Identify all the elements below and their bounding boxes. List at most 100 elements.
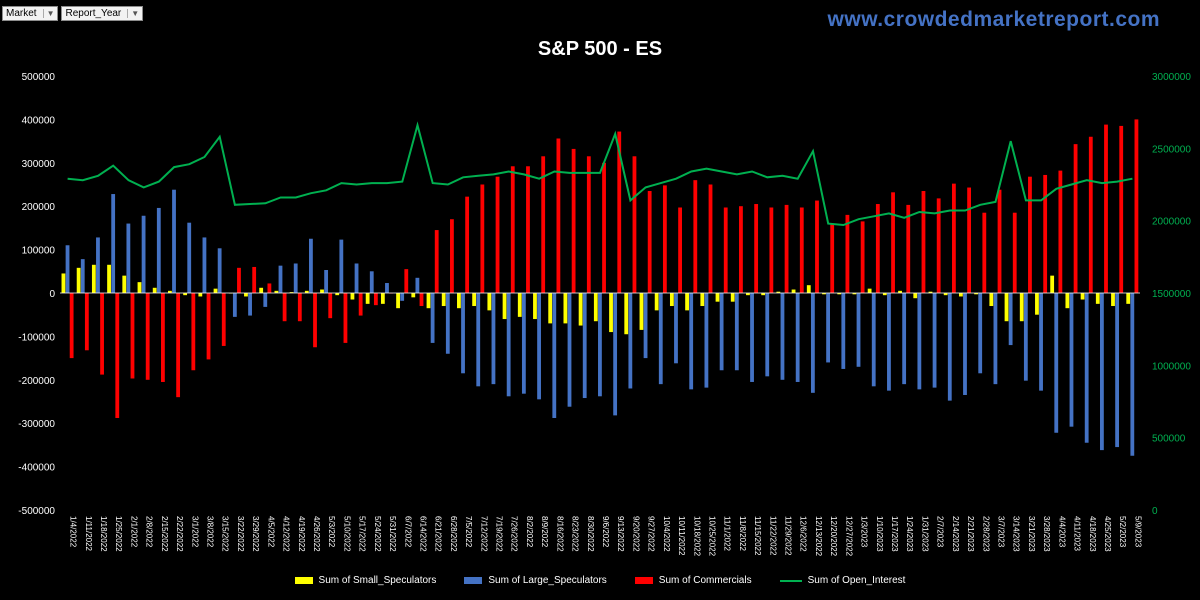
bar-commercials bbox=[328, 293, 333, 319]
bar-small-speculators bbox=[1080, 293, 1085, 300]
bar-large-speculators bbox=[567, 293, 572, 407]
x-tick-label: 5/10/2022 bbox=[342, 516, 351, 552]
bar-commercials bbox=[100, 293, 104, 375]
x-tick-label: 9/27/2022 bbox=[647, 516, 656, 552]
legend-item: Sum of Commercials bbox=[634, 575, 752, 586]
bar-large-speculators bbox=[369, 271, 374, 293]
bar-commercials bbox=[358, 293, 363, 316]
bar-small-speculators bbox=[350, 293, 355, 300]
x-tick-label: 8/9/2022 bbox=[540, 516, 549, 548]
bar-commercials bbox=[313, 293, 317, 348]
y-right-tick-label: 2500000 bbox=[1152, 144, 1191, 155]
bar-small-speculators bbox=[107, 264, 111, 293]
bar-small-speculators bbox=[213, 288, 218, 293]
bar-large-speculators bbox=[658, 293, 663, 385]
bar-large-speculators bbox=[187, 222, 192, 293]
x-tick-label: 6/28/2022 bbox=[449, 516, 458, 552]
x-tick-label: 3/29/2022 bbox=[251, 516, 260, 552]
bar-commercials bbox=[267, 283, 272, 293]
x-tick-label: 7/26/2022 bbox=[510, 516, 519, 552]
bar-large-speculators bbox=[993, 293, 998, 385]
bar-large-speculators bbox=[582, 293, 587, 399]
bar-small-speculators bbox=[882, 293, 887, 296]
bar-large-speculators bbox=[324, 269, 329, 293]
bar-large-speculators bbox=[1084, 293, 1089, 443]
bar-large-speculators bbox=[765, 293, 770, 377]
y-left-tick-label: -300000 bbox=[18, 419, 55, 430]
bar-large-speculators bbox=[521, 293, 526, 394]
legend-item: Sum of Large_Speculators bbox=[464, 575, 607, 586]
bar-large-speculators bbox=[126, 223, 131, 293]
x-tick-label: 3/15/2022 bbox=[221, 516, 230, 552]
x-tick-label: 10/18/2022 bbox=[692, 516, 701, 557]
bar-small-speculators bbox=[198, 293, 203, 297]
y-left-tick-label: 200000 bbox=[22, 202, 56, 213]
bar-small-speculators bbox=[578, 293, 583, 326]
bar-commercials bbox=[343, 293, 348, 343]
bar-small-speculators bbox=[168, 290, 172, 293]
bar-large-speculators bbox=[278, 265, 283, 293]
bar-commercials bbox=[526, 166, 530, 293]
bar-small-speculators bbox=[365, 293, 370, 304]
x-tick-label: 12/27/2022 bbox=[844, 516, 853, 557]
bar-small-speculators bbox=[1111, 293, 1115, 307]
report-year-filter-button[interactable]: Report_Year ▼ bbox=[61, 6, 144, 21]
bar-commercials bbox=[1088, 136, 1093, 293]
y-left-tick-label: -500000 bbox=[18, 506, 55, 517]
bar-large-speculators bbox=[963, 293, 967, 395]
x-tick-label: 3/8/2022 bbox=[206, 516, 215, 548]
bar-commercials bbox=[556, 138, 561, 293]
bar-small-speculators bbox=[380, 293, 385, 304]
x-tick-label: 2/14/2023 bbox=[951, 516, 960, 552]
legend-swatch bbox=[294, 577, 313, 584]
bar-large-speculators bbox=[506, 293, 511, 397]
bar-small-speculators bbox=[76, 267, 81, 293]
bar-large-speculators bbox=[674, 293, 678, 364]
bar-small-speculators bbox=[457, 293, 461, 309]
bar-small-speculators bbox=[320, 289, 324, 293]
x-tick-label: 2/21/2023 bbox=[966, 516, 975, 552]
y-right-tick-label: 3000000 bbox=[1152, 72, 1191, 83]
x-tick-label: 3/1/2022 bbox=[190, 516, 199, 548]
bar-small-speculators bbox=[274, 290, 279, 293]
bar-large-speculators bbox=[400, 293, 405, 301]
bar-commercials bbox=[495, 176, 500, 293]
bar-commercials bbox=[632, 156, 637, 293]
x-tick-label: 5/31/2022 bbox=[388, 516, 397, 552]
bar-commercials bbox=[967, 187, 972, 293]
bar-large-speculators bbox=[461, 293, 465, 374]
x-tick-label: 7/12/2022 bbox=[479, 516, 488, 552]
bar-commercials bbox=[161, 293, 165, 382]
y-right-tick-label: 2000000 bbox=[1152, 217, 1191, 228]
x-tick-label: 11/22/2022 bbox=[768, 516, 777, 556]
x-tick-label: 12/20/2022 bbox=[829, 516, 838, 557]
bar-large-speculators bbox=[810, 293, 815, 393]
bar-small-speculators bbox=[852, 293, 857, 295]
bar-large-speculators bbox=[1008, 293, 1013, 346]
bar-commercials bbox=[130, 293, 135, 379]
bar-large-speculators bbox=[1130, 293, 1135, 456]
bar-small-speculators bbox=[898, 290, 902, 293]
x-tick-label: 12/13/2022 bbox=[814, 516, 823, 557]
bar-small-speculators bbox=[624, 293, 629, 335]
bar-commercials bbox=[84, 293, 89, 351]
bar-commercials bbox=[815, 200, 819, 293]
bar-small-speculators bbox=[943, 293, 948, 296]
bar-large-speculators bbox=[719, 293, 724, 371]
bar-large-speculators bbox=[445, 293, 450, 354]
bar-small-speculators bbox=[1065, 293, 1070, 309]
x-tick-label: 11/1/2022 bbox=[723, 516, 732, 552]
market-filter-button[interactable]: Market ▼ bbox=[2, 6, 59, 21]
x-tick-label: 1/4/2022 bbox=[69, 516, 78, 548]
bar-small-speculators bbox=[244, 293, 248, 297]
bar-commercials bbox=[784, 204, 789, 293]
x-tick-label: 9/6/2022 bbox=[601, 516, 610, 548]
bar-small-speculators bbox=[1019, 293, 1024, 322]
bar-small-speculators bbox=[837, 293, 842, 295]
bar-small-speculators bbox=[1004, 293, 1009, 322]
y-left-tick-label: 100000 bbox=[22, 246, 56, 257]
y-left-tick-label: -100000 bbox=[18, 332, 55, 343]
bar-small-speculators bbox=[472, 293, 477, 307]
x-tick-label: 5/24/2022 bbox=[373, 516, 382, 552]
